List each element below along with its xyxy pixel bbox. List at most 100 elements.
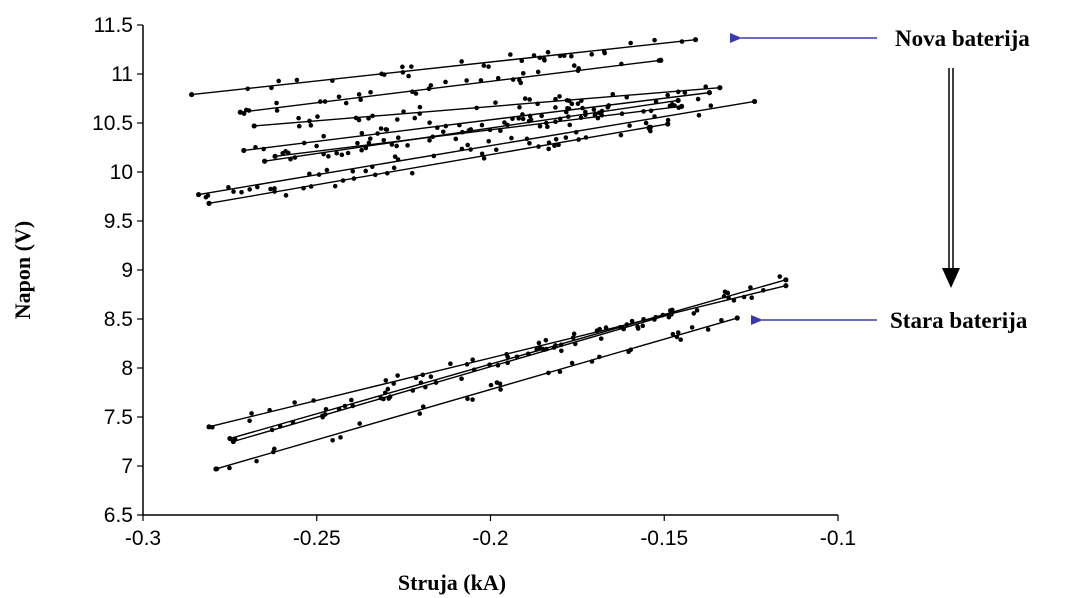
data-point — [610, 91, 616, 97]
fit-line — [243, 91, 710, 152]
x-tick-label: -0.15 — [640, 527, 688, 550]
data-point — [350, 169, 356, 174]
data-point — [269, 427, 275, 433]
data-point — [453, 136, 459, 142]
data-point — [227, 465, 232, 471]
data-point — [552, 143, 557, 149]
transition-arrow — [942, 68, 960, 288]
data-point — [557, 116, 563, 122]
data-point — [783, 277, 789, 283]
data-point — [226, 185, 231, 190]
data-point — [749, 295, 754, 301]
data-point — [288, 156, 293, 162]
data-point — [648, 108, 654, 114]
data-point — [470, 357, 475, 362]
data-point — [426, 86, 432, 92]
data-point — [358, 97, 363, 103]
data-point — [330, 78, 335, 83]
data-point — [563, 109, 569, 115]
data-point — [488, 382, 494, 388]
series — [230, 311, 674, 445]
data-point — [440, 129, 446, 135]
data-point — [311, 398, 316, 403]
data-point — [206, 200, 212, 206]
data-point — [692, 37, 699, 43]
data-point — [350, 403, 356, 409]
data-point — [294, 77, 300, 83]
data-point — [493, 147, 499, 153]
data-point — [731, 298, 737, 303]
data-point — [571, 331, 577, 337]
data-point — [646, 124, 652, 130]
data-point — [543, 337, 549, 343]
data-point — [520, 71, 526, 76]
data-point — [553, 105, 558, 110]
data-point — [675, 97, 681, 104]
data-point — [381, 137, 387, 143]
fit-line — [233, 313, 672, 443]
data-point — [576, 66, 581, 71]
data-point — [527, 97, 532, 102]
data-point — [603, 325, 609, 330]
y-tick-label: 11 — [111, 63, 133, 86]
data-point — [189, 91, 195, 98]
data-point — [569, 53, 574, 59]
data-point — [464, 362, 470, 367]
data-point — [487, 362, 492, 367]
y-tick-label: 8.5 — [104, 308, 133, 331]
data-point — [276, 78, 281, 84]
data-point — [573, 129, 579, 135]
data-point — [628, 40, 633, 46]
data-point — [566, 114, 571, 119]
data-point — [231, 189, 236, 194]
data-point — [678, 337, 683, 342]
data-point — [559, 348, 564, 354]
data-point — [593, 111, 598, 117]
data-point — [375, 131, 380, 136]
data-point — [420, 404, 426, 409]
data-point — [576, 137, 581, 142]
data-point — [308, 184, 314, 189]
data-point — [599, 112, 605, 118]
data-point — [537, 55, 543, 61]
series — [227, 274, 789, 442]
data-point — [267, 407, 272, 413]
data-point — [481, 156, 487, 161]
x-tick-label: -0.1 — [820, 527, 856, 550]
data-point — [324, 167, 330, 173]
data-point — [316, 172, 322, 177]
data-point — [652, 37, 657, 43]
data-point — [617, 324, 623, 330]
data-point — [705, 327, 711, 332]
data-point — [384, 127, 390, 132]
fit-line — [215, 317, 738, 470]
data-point — [674, 334, 680, 340]
data-point — [237, 109, 243, 115]
data-point — [296, 115, 301, 121]
data-point — [384, 170, 390, 176]
data-point — [332, 183, 338, 189]
data-point — [321, 151, 326, 157]
data-point — [717, 85, 723, 91]
data-point — [409, 170, 415, 176]
data-point — [271, 449, 276, 455]
data-point — [572, 341, 578, 347]
data-point — [322, 412, 328, 417]
data-point — [409, 89, 415, 95]
fit-line — [198, 100, 755, 196]
data-point — [535, 101, 540, 107]
series — [251, 84, 723, 129]
data-point — [708, 103, 714, 109]
data-point — [359, 130, 365, 136]
data-point — [668, 311, 674, 317]
data-point — [748, 285, 753, 290]
data-point — [478, 78, 484, 83]
data-point — [527, 141, 532, 146]
data-point — [382, 390, 388, 396]
data-point — [394, 117, 400, 122]
series — [237, 57, 664, 116]
data-point — [594, 328, 600, 333]
data-point — [269, 85, 274, 91]
series — [196, 98, 758, 200]
data-point — [474, 105, 479, 111]
